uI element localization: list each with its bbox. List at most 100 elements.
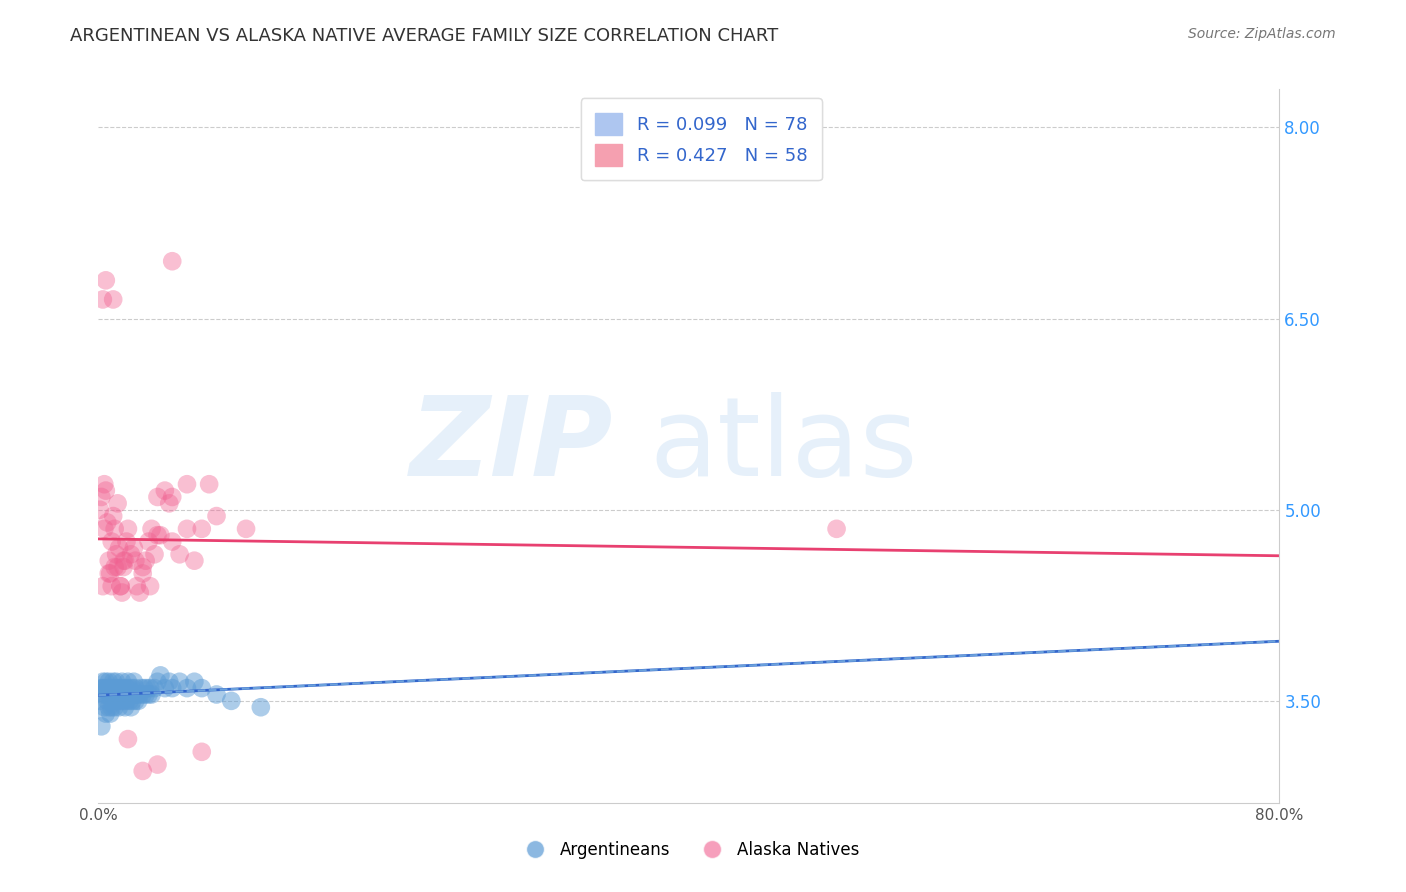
Point	[120, 700, 142, 714]
Point	[93, 522, 115, 536]
Point	[157, 674, 180, 689]
Point	[118, 681, 141, 695]
Legend: Argentineans, Alaska Natives: Argentineans, Alaska Natives	[512, 835, 866, 866]
Point	[103, 694, 125, 708]
Point	[127, 694, 149, 708]
Point	[153, 681, 176, 695]
Point	[96, 681, 118, 695]
Point	[97, 688, 120, 702]
Point	[110, 694, 132, 708]
Point	[94, 688, 117, 702]
Point	[89, 502, 111, 516]
Point	[122, 674, 145, 689]
Point	[104, 522, 127, 536]
Point	[89, 694, 111, 708]
Point	[162, 534, 183, 549]
Point	[250, 700, 273, 714]
Point	[117, 732, 139, 747]
Point	[108, 688, 131, 702]
Point	[132, 688, 155, 702]
Text: Source: ZipAtlas.com: Source: ZipAtlas.com	[1188, 27, 1336, 41]
Point	[112, 681, 135, 695]
Point	[176, 522, 198, 536]
Point	[176, 681, 198, 695]
Point	[162, 490, 183, 504]
Point	[134, 681, 156, 695]
Point	[100, 700, 122, 714]
Point	[143, 681, 166, 695]
Point	[103, 509, 125, 524]
Point	[121, 694, 143, 708]
Text: ZIP: ZIP	[411, 392, 613, 500]
Point	[115, 681, 138, 695]
Point	[149, 668, 172, 682]
Point	[97, 674, 120, 689]
Point	[111, 674, 134, 689]
Point	[112, 554, 135, 568]
Point	[124, 554, 146, 568]
Point	[94, 706, 117, 721]
Point	[115, 534, 138, 549]
Point	[117, 674, 139, 689]
Point	[114, 700, 136, 714]
Point	[146, 528, 169, 542]
Point	[91, 579, 114, 593]
Point	[100, 534, 122, 549]
Point	[162, 681, 183, 695]
Point	[91, 674, 114, 689]
Point	[112, 694, 135, 708]
Point	[125, 688, 148, 702]
Point	[114, 688, 136, 702]
Point	[132, 764, 155, 778]
Point	[114, 554, 136, 568]
Point	[94, 483, 117, 498]
Point	[115, 694, 138, 708]
Point	[97, 566, 120, 581]
Point	[132, 566, 155, 581]
Point	[98, 688, 121, 702]
Point	[98, 706, 121, 721]
Point	[138, 688, 160, 702]
Point	[104, 560, 127, 574]
Point	[141, 522, 163, 536]
Point	[120, 547, 142, 561]
Point	[108, 541, 131, 555]
Point	[825, 522, 848, 536]
Point	[105, 674, 128, 689]
Point	[125, 579, 148, 593]
Point	[100, 681, 122, 695]
Point	[132, 560, 155, 574]
Point	[135, 554, 157, 568]
Point	[90, 681, 112, 695]
Point	[112, 560, 135, 574]
Point	[235, 522, 257, 536]
Point	[96, 516, 118, 530]
Point	[117, 688, 139, 702]
Point	[104, 700, 127, 714]
Point	[124, 681, 146, 695]
Point	[117, 522, 139, 536]
Point	[138, 534, 160, 549]
Point	[120, 688, 142, 702]
Point	[103, 674, 125, 689]
Point	[97, 700, 120, 714]
Point	[139, 681, 162, 695]
Point	[191, 522, 214, 536]
Point	[128, 585, 150, 599]
Point	[93, 700, 115, 714]
Point	[139, 579, 162, 593]
Point	[96, 694, 118, 708]
Point	[108, 700, 131, 714]
Text: ARGENTINEAN VS ALASKA NATIVE AVERAGE FAMILY SIZE CORRELATION CHART: ARGENTINEAN VS ALASKA NATIVE AVERAGE FAM…	[70, 27, 779, 45]
Point	[91, 681, 114, 695]
Point	[110, 579, 132, 593]
Point	[107, 496, 129, 510]
Point	[93, 477, 115, 491]
Point	[90, 719, 112, 733]
Point	[143, 547, 166, 561]
Point	[149, 528, 172, 542]
Point	[91, 293, 114, 307]
Point	[104, 681, 127, 695]
Point	[129, 681, 152, 695]
Point	[128, 688, 150, 702]
